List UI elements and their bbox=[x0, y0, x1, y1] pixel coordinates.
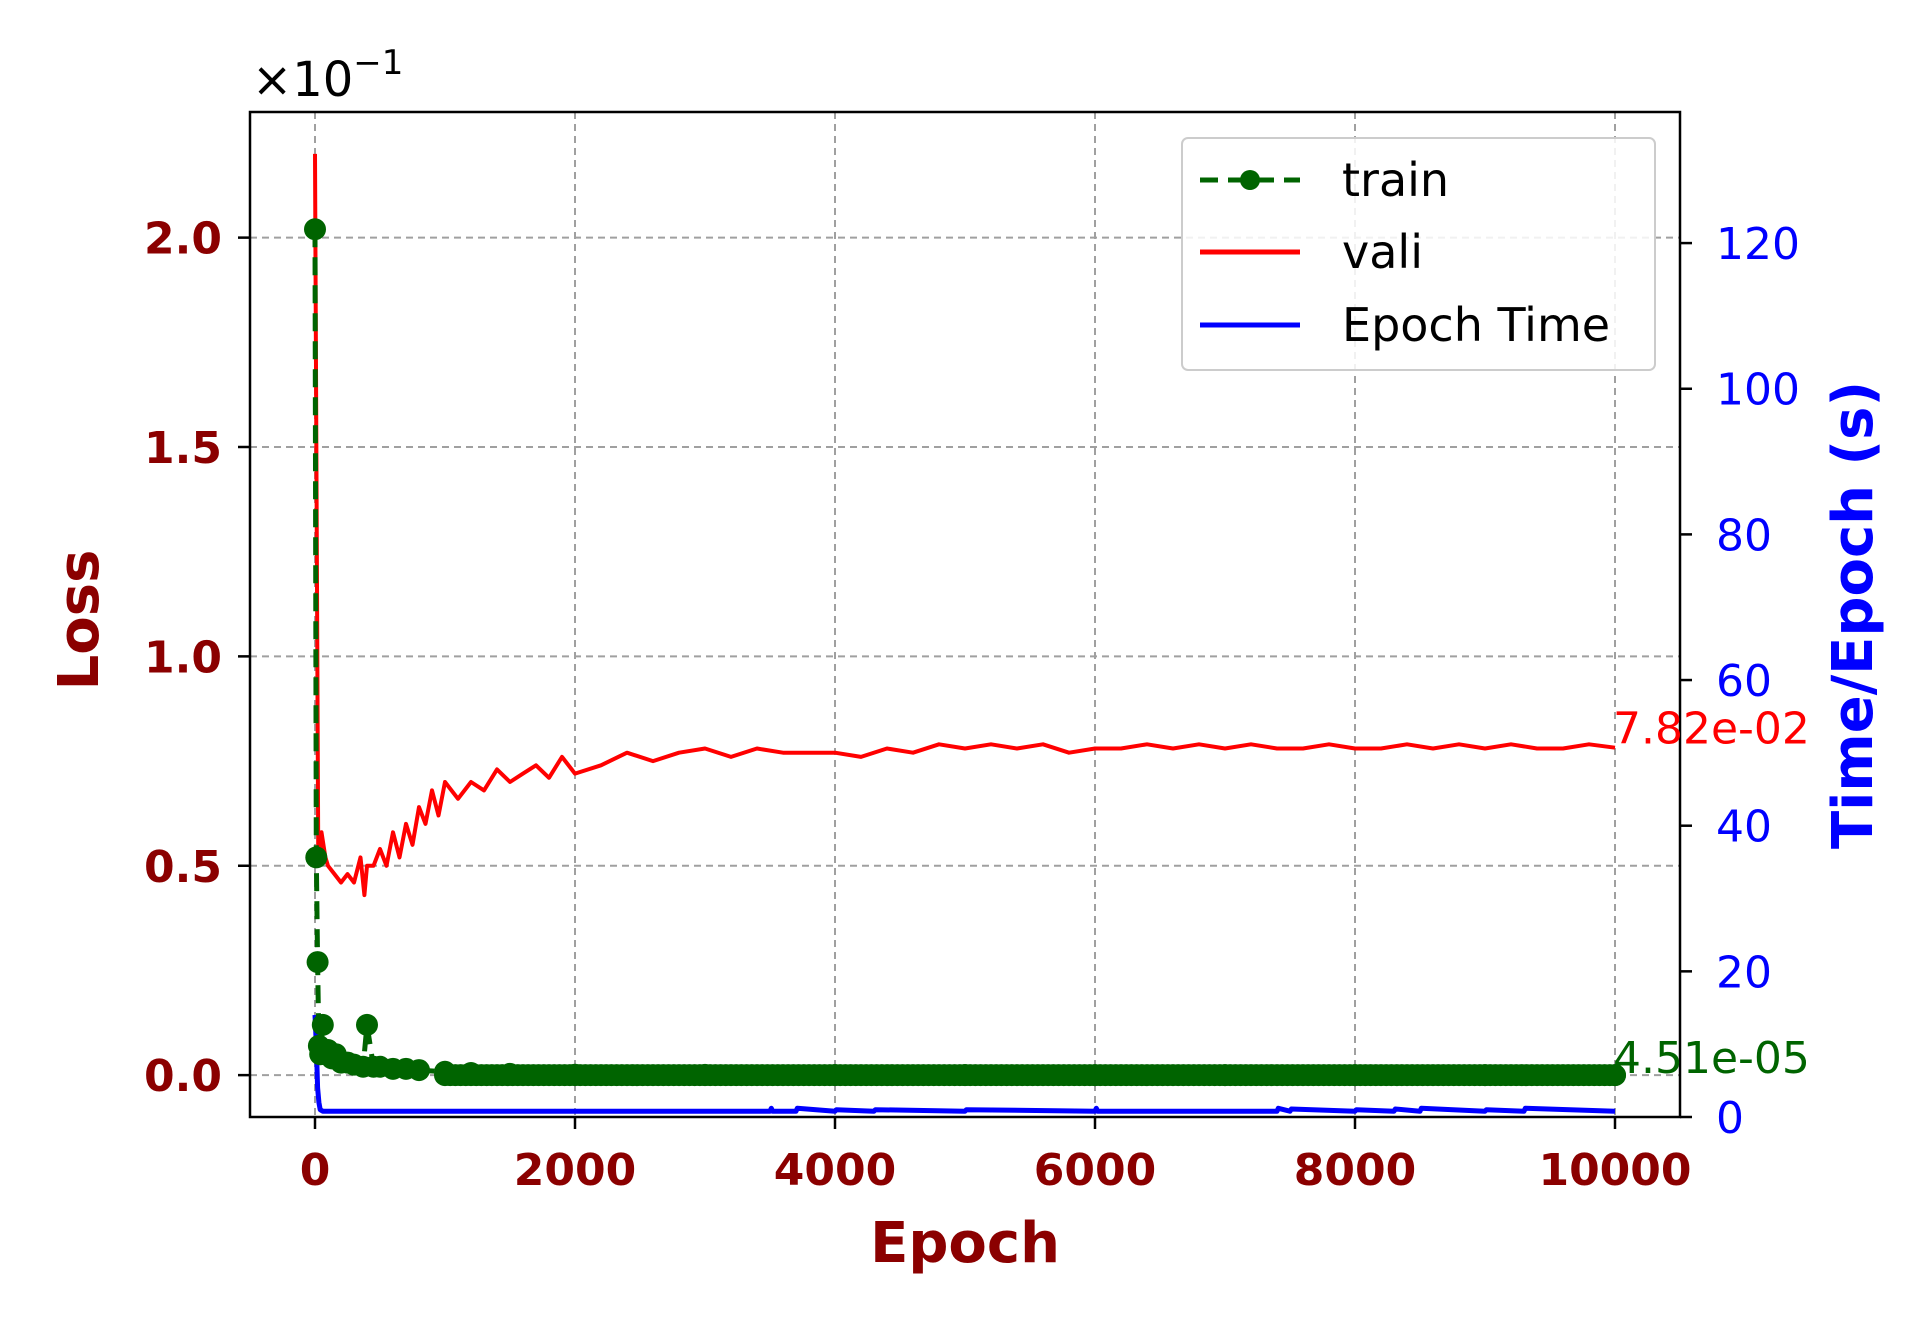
y-axis-left: 0.0 0.5 1.0 1.5 2.0 bbox=[144, 214, 250, 1102]
annotation-vali: 7.82e-02 bbox=[1613, 704, 1810, 755]
train-marker bbox=[311, 1013, 334, 1036]
y-axis-multiplier: ×10−1 bbox=[252, 43, 403, 108]
y2-tick-label: 20 bbox=[1716, 947, 1772, 998]
x-tick-label: 2000 bbox=[514, 1145, 636, 1196]
y2-tick-label: 80 bbox=[1716, 510, 1772, 561]
legend-train-label: train bbox=[1342, 153, 1449, 207]
train-marker bbox=[1474, 1064, 1496, 1087]
train-marker-band bbox=[434, 1064, 1626, 1087]
train-marker bbox=[564, 1063, 586, 1086]
y-multiplier-exponent: −1 bbox=[353, 43, 403, 83]
legend-item-epoch-time: Epoch Time bbox=[1200, 298, 1610, 352]
y2-tick-label: 100 bbox=[1716, 365, 1800, 416]
x-tick-label: 8000 bbox=[1294, 1145, 1416, 1196]
series-layer bbox=[304, 153, 1626, 1114]
train-marker bbox=[1084, 1064, 1106, 1087]
train-marker bbox=[694, 1063, 716, 1086]
train-marker bbox=[954, 1064, 976, 1087]
y2-tick-label: 120 bbox=[1716, 219, 1800, 270]
y-tick-label: 0.0 bbox=[144, 1051, 222, 1102]
train-marker bbox=[1344, 1064, 1366, 1087]
legend-box bbox=[1181, 137, 1656, 371]
y-tick-label: 1.5 bbox=[144, 423, 222, 474]
y2-tick-label: 60 bbox=[1716, 656, 1772, 707]
y-multiplier-base: ×10 bbox=[252, 52, 353, 108]
y-tick-label: 2.0 bbox=[144, 214, 222, 265]
series-line-vali bbox=[313, 153, 1616, 898]
train-marker bbox=[499, 1062, 521, 1085]
y2-axis-label: Time/Epoch (s) bbox=[1821, 381, 1886, 849]
train-marker bbox=[824, 1063, 846, 1086]
plot-frame bbox=[248, 110, 1682, 1119]
legend-item-vali: vali bbox=[1200, 225, 1423, 279]
x-tick-label: 10000 bbox=[1538, 1145, 1691, 1196]
train-marker bbox=[460, 1062, 482, 1085]
legend-vali-label: vali bbox=[1342, 225, 1423, 279]
series-line-epoch-time bbox=[312, 1014, 1616, 1114]
y-tick-label: 1.0 bbox=[144, 632, 222, 683]
x-axis: 0 2000 4000 6000 8000 10000 bbox=[300, 1117, 1692, 1196]
train-marker bbox=[408, 1059, 430, 1082]
x-tick-label: 4000 bbox=[774, 1145, 896, 1196]
y-axis-label: Loss bbox=[47, 550, 112, 691]
train-marker bbox=[434, 1060, 456, 1083]
x-tick-label: 6000 bbox=[1034, 1145, 1156, 1196]
legend-item-train: train bbox=[1200, 153, 1449, 207]
train-marker bbox=[304, 218, 326, 241]
annotations: 7.82e-02 4.51e-05 bbox=[1613, 704, 1810, 1084]
train-marker bbox=[1214, 1064, 1236, 1087]
y2-tick-label: 40 bbox=[1716, 802, 1772, 853]
train-marker bbox=[306, 951, 329, 974]
legend-epoch-time-label: Epoch Time bbox=[1342, 298, 1610, 352]
y-axis-right: 0 20 40 60 80 100 120 bbox=[1680, 219, 1800, 1144]
train-marker bbox=[1604, 1064, 1626, 1087]
annotation-train: 4.51e-05 bbox=[1613, 1033, 1810, 1084]
train-marker bbox=[305, 846, 328, 869]
train-marker bbox=[356, 1013, 378, 1036]
x-axis-label: Epoch bbox=[870, 1211, 1060, 1276]
y2-tick-label: 0 bbox=[1716, 1093, 1744, 1144]
legend-train-marker bbox=[1240, 170, 1260, 190]
y-tick-label: 0.5 bbox=[144, 842, 222, 893]
legend: train vali Epoch Time bbox=[1181, 137, 1656, 371]
x-tick-label: 0 bbox=[300, 1145, 331, 1196]
